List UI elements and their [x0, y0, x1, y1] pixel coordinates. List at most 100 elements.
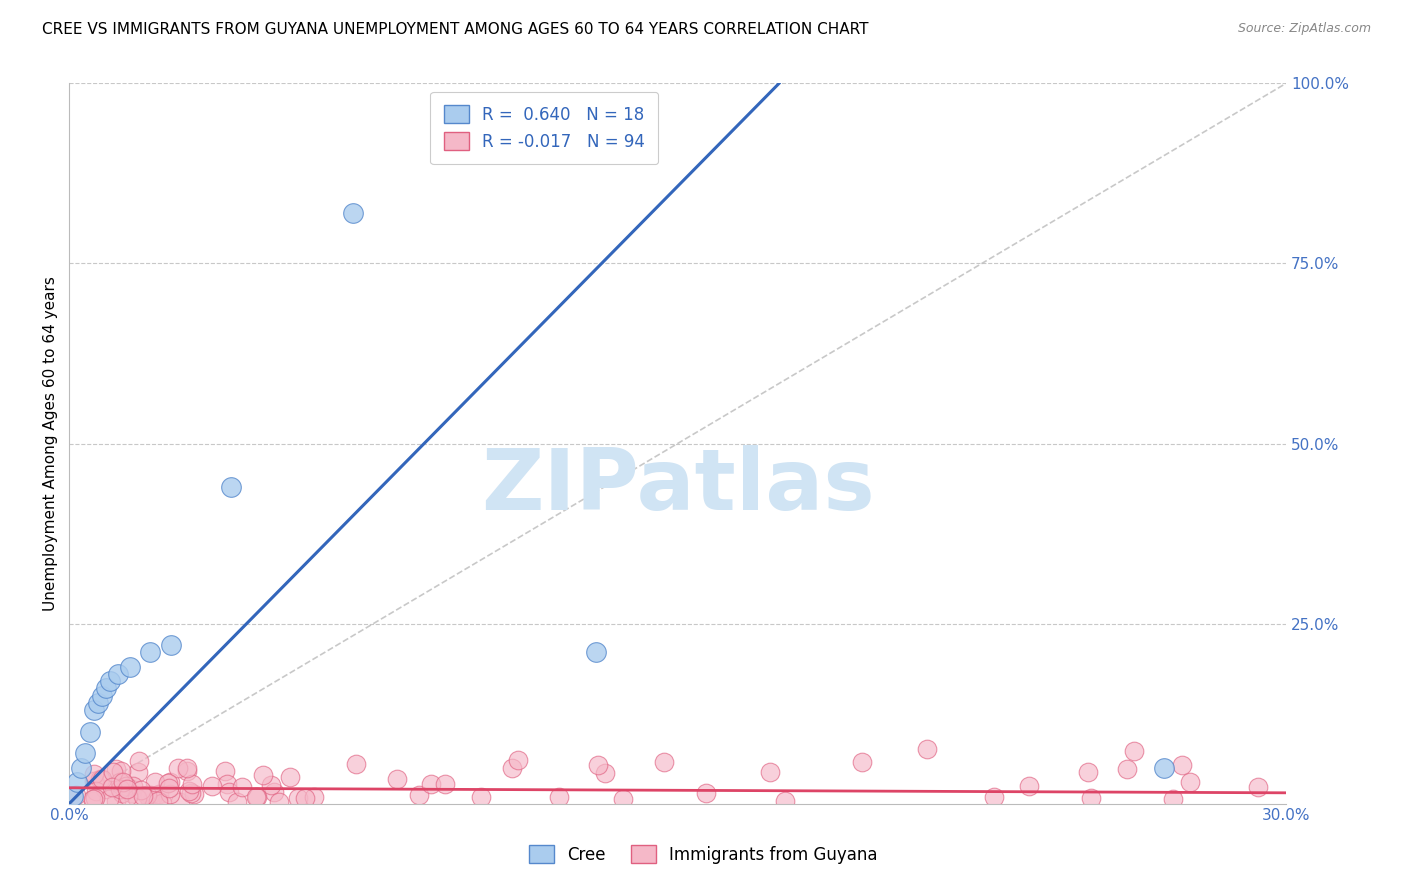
Point: [79, 724, 101, 739]
Point: [278, 770, 301, 784]
Point: [246, 789, 269, 804]
Point: [136, 788, 159, 802]
Point: [156, 776, 179, 790]
Point: [117, 781, 139, 796]
Point: [142, 789, 165, 803]
Point: [470, 789, 492, 804]
Point: [94, 681, 117, 696]
Legend: Cree, Immigrants from Guyana: Cree, Immigrants from Guyana: [522, 838, 884, 871]
Text: Source: ZipAtlas.com: Source: ZipAtlas.com: [1237, 22, 1371, 36]
Point: [108, 775, 131, 789]
Point: [1247, 780, 1270, 794]
Point: [128, 755, 150, 769]
Point: [1123, 744, 1146, 758]
Point: [84, 784, 107, 798]
Point: [252, 767, 274, 781]
Point: [148, 787, 170, 801]
Point: [167, 761, 190, 775]
Point: [129, 783, 152, 797]
Point: [176, 764, 198, 779]
Point: [120, 660, 142, 674]
Point: [344, 757, 367, 772]
Point: [132, 789, 155, 803]
Point: [218, 784, 240, 798]
Point: [294, 791, 316, 805]
Legend: R =  0.640   N = 18, R = -0.017   N = 94: R = 0.640 N = 18, R = -0.017 N = 94: [430, 92, 658, 164]
Point: [652, 755, 675, 769]
Point: [97, 792, 120, 806]
Point: [180, 777, 202, 791]
Point: [105, 762, 128, 776]
Point: [304, 789, 326, 804]
Point: [110, 764, 132, 778]
Point: [342, 206, 364, 220]
Point: [105, 794, 128, 808]
Point: [98, 674, 121, 689]
Point: [263, 785, 285, 799]
Point: [408, 788, 430, 802]
Point: [593, 766, 616, 780]
Point: [75, 746, 97, 760]
Point: [983, 789, 1005, 804]
Point: [101, 765, 124, 780]
Point: [93, 782, 115, 797]
Point: [83, 703, 105, 717]
Point: [759, 764, 782, 779]
Point: [150, 796, 173, 810]
Point: [108, 781, 131, 796]
Point: [612, 792, 634, 806]
Point: [127, 790, 149, 805]
Point: [548, 789, 571, 804]
Point: [915, 741, 938, 756]
Point: [159, 775, 181, 789]
Point: [82, 794, 104, 808]
Point: [66, 775, 89, 789]
Point: [127, 764, 149, 779]
Point: [179, 784, 201, 798]
Point: [1077, 764, 1099, 779]
Point: [586, 757, 609, 772]
Point: [82, 792, 104, 806]
Point: [180, 786, 202, 800]
Point: [159, 638, 181, 652]
Point: [169, 795, 191, 809]
Point: [115, 779, 138, 793]
Point: [101, 780, 124, 794]
Point: [70, 761, 93, 775]
Point: [773, 794, 796, 808]
Point: [1018, 779, 1040, 793]
Point: [851, 756, 873, 770]
Text: ZIPatlas: ZIPatlas: [481, 445, 875, 528]
Point: [117, 789, 139, 804]
Point: [121, 780, 143, 794]
Point: [214, 764, 236, 779]
Point: [1163, 791, 1185, 805]
Point: [231, 780, 253, 794]
Point: [83, 767, 105, 781]
Point: [1170, 757, 1192, 772]
Point: [287, 791, 309, 805]
Point: [91, 772, 114, 787]
Y-axis label: Unemployment Among Ages 60 to 64 years: Unemployment Among Ages 60 to 64 years: [44, 277, 58, 611]
Point: [183, 787, 205, 801]
Point: [433, 777, 456, 791]
Point: [159, 788, 181, 802]
Point: [269, 795, 291, 809]
Point: [260, 778, 283, 792]
Text: CREE VS IMMIGRANTS FROM GUYANA UNEMPLOYMENT AMONG AGES 60 TO 64 YEARS CORRELATIO: CREE VS IMMIGRANTS FROM GUYANA UNEMPLOYM…: [42, 22, 869, 37]
Point: [1116, 763, 1139, 777]
Point: [111, 786, 134, 800]
Point: [1080, 790, 1102, 805]
Point: [112, 775, 135, 789]
Point: [139, 645, 162, 659]
Point: [385, 772, 408, 786]
Point: [84, 791, 107, 805]
Point: [65, 788, 87, 802]
Point: [501, 761, 523, 775]
Point: [176, 761, 198, 775]
Point: [62, 789, 84, 804]
Point: [226, 795, 249, 809]
Point: [419, 777, 441, 791]
Point: [143, 775, 166, 789]
Point: [201, 779, 224, 793]
